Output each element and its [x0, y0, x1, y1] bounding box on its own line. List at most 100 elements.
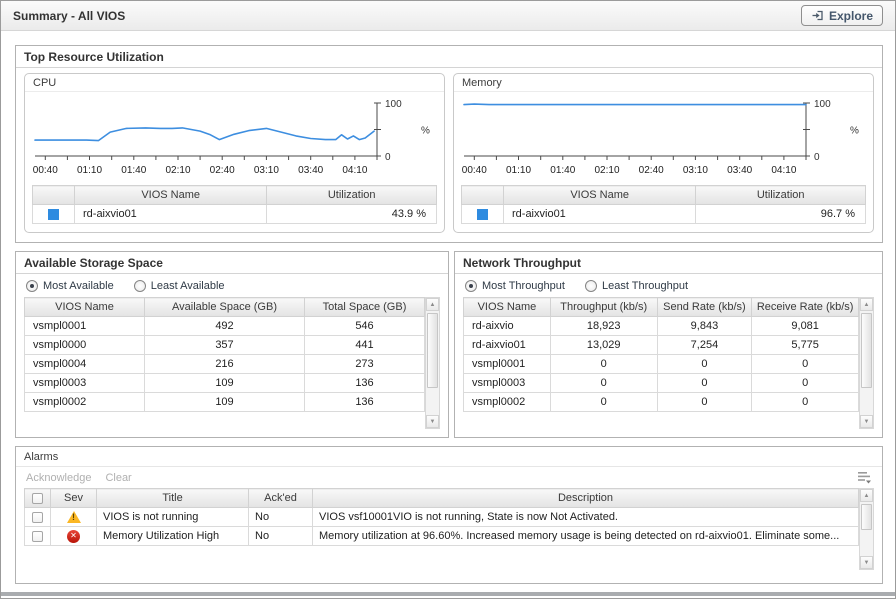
checkbox[interactable]: [32, 530, 43, 542]
column-header[interactable]: Receive Rate (kb/s): [751, 297, 859, 317]
table-row[interactable]: vsmpl0000 357 441: [24, 335, 425, 355]
table-cell[interactable]: [24, 507, 51, 527]
scroll-up-icon[interactable]: ▲: [426, 298, 439, 311]
memory-utilization-chart: 100 0% 00:40 01:10 01:40 02:10 02:40 03:10 03:40…: [461, 99, 858, 176]
vios-name-header: VIOS Name: [502, 185, 697, 205]
radio-label: Most Available: [43, 280, 114, 292]
table-cell: 0: [656, 392, 753, 412]
column-header[interactable]: VIOS Name: [24, 297, 145, 317]
table-cell: 0: [751, 392, 859, 412]
column-header[interactable]: Ack'ed: [248, 488, 313, 508]
panel-title: Top Resource Utilization: [16, 46, 882, 68]
table-cell: 43.9 %: [266, 204, 437, 224]
table-row[interactable]: vsmpl0002 109 136: [24, 392, 425, 412]
table-row[interactable]: vsmpl0004 216 273: [24, 354, 425, 374]
table-row[interactable]: rd-aixvio01 13,029 7,254 5,775: [463, 335, 859, 355]
scroll-down-icon[interactable]: ▼: [860, 556, 873, 569]
network-table: VIOS Name Throughput (kb/s) Send Rate (k…: [463, 297, 859, 412]
page-title: Summary - All VIOS: [13, 8, 126, 23]
table-cell: vsmpl0000: [24, 335, 145, 355]
table-cell[interactable]: [24, 526, 51, 546]
acknowledge-button[interactable]: Acknowledge: [26, 471, 92, 484]
svg-text:02:10: 02:10: [594, 165, 619, 176]
radio-label: Least Throughput: [601, 280, 688, 292]
table-cell: Memory utilization at 96.60%. Increased …: [312, 526, 859, 546]
table-cell: [50, 507, 97, 527]
table-row[interactable]: vsmpl0003 0 0 0: [463, 373, 859, 393]
svg-text:00:40: 00:40: [461, 165, 486, 176]
column-header[interactable]: Send Rate (kb/s): [656, 297, 753, 317]
column-header[interactable]: Available Space (GB): [144, 297, 305, 317]
table-cell: 0: [751, 373, 859, 393]
table-row[interactable]: rd-aixvio01 96.7 %: [461, 204, 866, 224]
titlebar: Summary - All VIOS Explore: [1, 1, 895, 31]
table-cell: 357: [144, 335, 305, 355]
table-cell: 9,843: [656, 316, 753, 336]
available-storage-space-panel: Available Storage Space Most Available L…: [15, 251, 449, 438]
table-cell: 5,775: [751, 335, 859, 355]
table-cell: 273: [304, 354, 425, 374]
network-throughput-panel: Network Throughput Most Throughput Least…: [454, 251, 883, 438]
table-row[interactable]: vsmpl0001 492 546: [24, 316, 425, 336]
table-cell: 0: [549, 373, 658, 393]
svg-text:01:10: 01:10: [76, 165, 101, 176]
svg-text:02:40: 02:40: [209, 165, 234, 176]
table-cell: [32, 204, 75, 224]
column-header[interactable]: Description: [312, 488, 859, 508]
select-all-header[interactable]: [24, 488, 51, 508]
column-header[interactable]: VIOS Name: [463, 297, 551, 317]
clear-button[interactable]: Clear: [105, 471, 132, 484]
scroll-thumb[interactable]: [861, 313, 872, 388]
column-header[interactable]: Title: [96, 488, 249, 508]
scroll-down-icon[interactable]: ▼: [860, 415, 873, 428]
svg-text:04:10: 04:10: [342, 165, 367, 176]
table-row[interactable]: vsmpl0002 0 0 0: [463, 392, 859, 412]
table-cell: [50, 526, 97, 546]
storage-radio-group: Most Available Least Available: [16, 274, 448, 297]
svg-text:0: 0: [814, 152, 820, 163]
table-row[interactable]: rd-aixvio01 43.9 %: [32, 204, 437, 224]
most-available-radio[interactable]: Most Available: [26, 280, 114, 292]
memory-legend-table: VIOS Name Utilization rd-aixvio01 96.7 %: [461, 185, 866, 224]
table-cell: No: [248, 526, 313, 546]
svg-text:02:10: 02:10: [165, 165, 190, 176]
checkbox[interactable]: [32, 492, 43, 504]
radio-icon: [465, 280, 477, 292]
alarms-table: Sev Title Ack'ed Description VIOS is not…: [24, 488, 859, 546]
customize-columns-icon[interactable]: [857, 471, 872, 484]
scroll-down-icon[interactable]: ▼: [426, 415, 439, 428]
memory-subpanel: Memory 100 0% 00:40 01:10 01:40 02:10 02:40 03:…: [453, 73, 874, 233]
alarms-toolbar: Acknowledge Clear: [16, 467, 882, 487]
scroll-thumb[interactable]: [427, 313, 438, 388]
scroll-up-icon[interactable]: ▲: [860, 298, 873, 311]
table-row[interactable]: rd-aixvio 18,923 9,843 9,081: [463, 316, 859, 336]
scrollbar[interactable]: ▲ ▼: [859, 488, 874, 570]
column-header[interactable]: Sev: [50, 488, 97, 508]
checkbox[interactable]: [32, 511, 43, 523]
table-cell: 136: [304, 392, 425, 412]
column-header[interactable]: Total Space (GB): [304, 297, 425, 317]
explore-button[interactable]: Explore: [800, 5, 883, 26]
table-cell: 546: [304, 316, 425, 336]
table-cell: vsmpl0002: [24, 392, 145, 412]
table-cell: 13,029: [549, 335, 658, 355]
least-available-radio[interactable]: Least Available: [133, 280, 225, 292]
least-throughput-radio[interactable]: Least Throughput: [584, 280, 688, 292]
most-throughput-radio[interactable]: Most Throughput: [465, 280, 565, 292]
panel-title: Available Storage Space: [16, 252, 448, 274]
column-header[interactable]: Throughput (kb/s): [549, 297, 658, 317]
warning-icon: [66, 511, 81, 524]
scroll-up-icon[interactable]: ▲: [860, 489, 873, 502]
svg-text:03:40: 03:40: [298, 165, 323, 176]
scrollbar[interactable]: ▲ ▼: [859, 297, 874, 429]
table-row[interactable]: vsmpl0001 0 0 0: [463, 354, 859, 374]
table-cell: rd-aixvio: [463, 316, 551, 336]
svg-text:03:40: 03:40: [727, 165, 752, 176]
scrollbar[interactable]: ▲ ▼: [425, 297, 440, 429]
scroll-thumb[interactable]: [861, 504, 872, 530]
table-cell: 136: [304, 373, 425, 393]
table-row[interactable]: vsmpl0003 109 136: [24, 373, 425, 393]
svg-text:03:10: 03:10: [253, 165, 278, 176]
